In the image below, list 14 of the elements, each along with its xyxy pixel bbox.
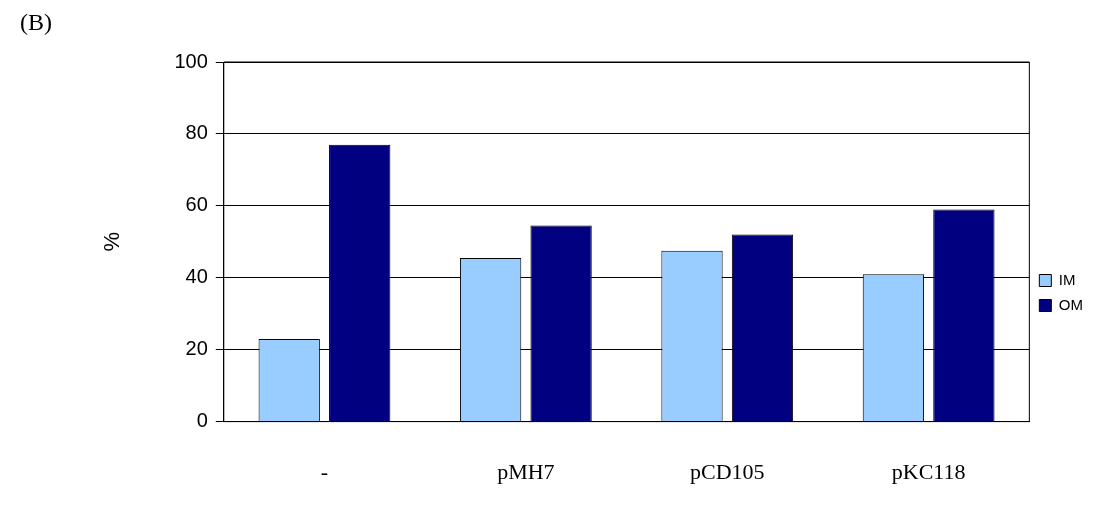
- x-tick-label: -: [320, 458, 329, 484]
- text: (B): [20, 9, 52, 36]
- x-tick-label: pMH7: [497, 458, 555, 484]
- y-tick-label: 60: [185, 193, 208, 216]
- y-tick-label: 20: [185, 337, 208, 360]
- x-tick-label: pKC118: [891, 458, 966, 484]
- y-tick-label: 0: [196, 409, 208, 432]
- legend-label: OM: [1058, 295, 1084, 313]
- legend-label: IM: [1058, 270, 1076, 288]
- y-tick-label: 40: [185, 265, 208, 288]
- y-tick-label: 80: [185, 121, 208, 144]
- x-tick-label: pCD105: [689, 458, 765, 484]
- y-tick-label: 100: [174, 49, 208, 72]
- y-axis-title: %: [99, 232, 125, 252]
